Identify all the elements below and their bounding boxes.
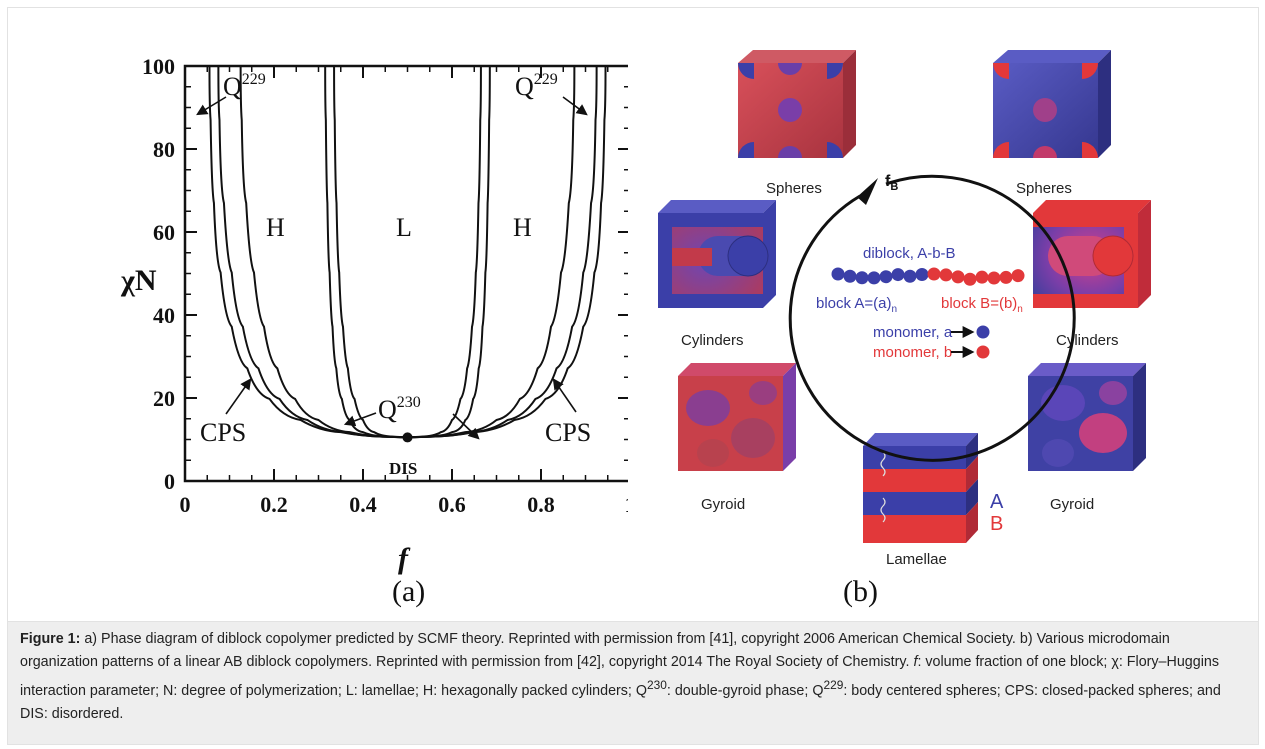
fb-arrowhead — [857, 178, 878, 205]
label-block-b: block B=(b)n — [941, 295, 1023, 315]
phase-boundary-2 — [217, 65, 408, 439]
label-spheres-right: Spheres — [1016, 180, 1072, 197]
figure-caption: Figure 1: a) Phase diagram of diblock co… — [7, 621, 1259, 745]
phase-boundary-7 — [407, 65, 491, 439]
label-cps-left: CPS — [200, 418, 246, 447]
chain-bead-7 — [903, 269, 917, 283]
caption-f-italic: f — [913, 654, 918, 670]
x-tick-label: 0.4 — [349, 492, 377, 517]
monomer-a-bead — [976, 325, 990, 339]
chain-bead-15 — [999, 270, 1013, 284]
phase-boundary-4 — [324, 65, 408, 439]
x-tick-label: 1 — [625, 492, 629, 517]
phase-boundary-1 — [208, 65, 408, 439]
arrow-cps-right — [552, 378, 577, 413]
phase-boundary-8 — [407, 65, 576, 439]
cube-cylinders-left — [658, 200, 776, 308]
label-q229-right: Q229 — [515, 71, 558, 101]
label-cylinders-right: Cylinders — [1056, 332, 1119, 349]
panel-b-label: (b) — [843, 575, 878, 608]
chain-bead-6 — [891, 268, 905, 282]
cube-lamellae — [863, 433, 978, 543]
phase-boundary-10 — [407, 65, 607, 439]
label-q230: Q230 — [378, 394, 421, 424]
y-tick-label: 40 — [153, 303, 175, 328]
chain-bead-5 — [879, 270, 893, 284]
arrow-q230-left — [343, 412, 377, 427]
cube-gyroid-left — [678, 363, 796, 471]
label-h-right: H — [513, 213, 532, 242]
y-axis-title: χN — [120, 264, 157, 297]
chain-bead-14 — [987, 271, 1001, 285]
x-tick-label: 0.8 — [527, 492, 555, 517]
label-cylinders-left: Cylinders — [681, 332, 744, 349]
x-tick-label: 0 — [180, 492, 191, 517]
chain-bead-1 — [831, 267, 845, 281]
y-tick-label: 80 — [153, 137, 175, 162]
chain-bead-8 — [915, 268, 929, 282]
phase-boundary-9 — [407, 65, 598, 439]
arrow-q230-right — [452, 413, 480, 440]
figure-panel: 0 0.2 0.4 0.6 0.8 1 0 20 40 60 80 100 Q229 Q229 H L… — [7, 7, 1259, 622]
caption-sup-229: 229 — [823, 678, 844, 692]
diblock-chain — [831, 267, 1025, 286]
x-tick-label: 0.2 — [260, 492, 288, 517]
caption-text-1: a) Phase diagram of diblock copolymer pr… — [20, 631, 1170, 670]
phase-boundary-3 — [239, 65, 408, 439]
label-block-a: block A=(a)n — [816, 295, 897, 315]
label-spheres-left: Spheres — [766, 180, 822, 197]
label-fb: fB — [885, 173, 898, 193]
critical-point — [402, 432, 413, 443]
y-tick-label: 100 — [142, 54, 175, 79]
label-q229-left: Q229 — [223, 71, 266, 101]
chain-bead-12 — [963, 272, 977, 286]
chain-bead-2 — [843, 269, 857, 283]
y-tick-label: 60 — [153, 220, 175, 245]
label-diblock: diblock, A-b-B — [863, 245, 956, 262]
y-tick-label: 0 — [164, 469, 175, 494]
label-layer-b: B — [990, 513, 1003, 535]
chain-bead-13 — [975, 270, 989, 284]
caption-label: Figure 1: — [20, 631, 81, 647]
chain-bead-4 — [867, 271, 881, 285]
chain-bead-3 — [855, 271, 869, 285]
x-axis-title: f — [398, 542, 411, 575]
label-monomer-b: monomer, b — [873, 344, 952, 361]
fb-cycle-arrow — [788, 174, 1076, 462]
label-h-left: H — [266, 213, 285, 242]
arrow-q229-right — [562, 96, 588, 116]
arrow-q229-left — [196, 96, 227, 116]
morphology-diagram: Spheres Spheres Cylinders — [658, 50, 1151, 608]
arrow-cps-left — [225, 378, 252, 415]
panel-a-label: (a) — [392, 575, 425, 608]
cube-cylinders-right — [1033, 200, 1151, 308]
chain-bead-16 — [1011, 269, 1025, 283]
y-tick-label: 20 — [153, 386, 175, 411]
x-tick-label: 0.6 — [438, 492, 466, 517]
label-cps-right: CPS — [545, 418, 591, 447]
caption-text-3: : double-gyroid phase; Q — [666, 682, 824, 699]
label-l: L — [396, 213, 412, 242]
label-dis: DIS — [389, 459, 417, 478]
label-monomer-a: monomer, a — [873, 324, 953, 341]
label-lamellae: Lamellae — [886, 551, 947, 568]
phase-diagram: 0 0.2 0.4 0.6 0.8 1 0 20 40 60 80 100 Q229 Q229 H L… — [120, 54, 629, 608]
phase-boundary-5 — [333, 65, 408, 439]
cube-gyroid-right — [1028, 363, 1146, 471]
chain-bead-9 — [927, 267, 941, 281]
monomer-b-bead — [976, 345, 990, 359]
chain-bead-11 — [951, 270, 965, 284]
caption-text-2: : volume fraction of one block; χ: Flory… — [20, 654, 1219, 699]
label-gyroid-right: Gyroid — [1050, 496, 1094, 513]
caption-text-4: : body centered spheres; CPS: closed-pac… — [20, 682, 1221, 722]
caption-sup-230: 230 — [647, 678, 667, 692]
label-layer-a: A — [990, 491, 1004, 513]
cube-spheres-right — [993, 50, 1111, 158]
chain-bead-10 — [939, 268, 953, 282]
phase-boundary-6 — [407, 65, 482, 439]
label-gyroid-left: Gyroid — [701, 496, 745, 513]
cube-spheres-left — [738, 50, 856, 158]
